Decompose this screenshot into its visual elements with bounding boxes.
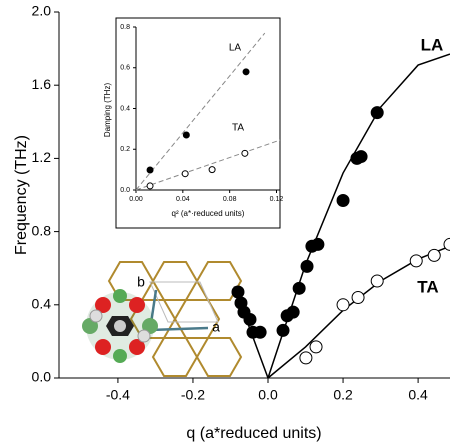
annotation: LA bbox=[229, 43, 242, 54]
data-point bbox=[208, 166, 216, 174]
data-point bbox=[427, 248, 441, 262]
y-tick-label: 0.0 bbox=[120, 187, 130, 194]
x-tick-label: 0.08 bbox=[223, 196, 237, 203]
y-tick-label: 0.8 bbox=[120, 24, 130, 31]
x-axis-label: q² (a*·reduced units) bbox=[172, 209, 245, 218]
data-point bbox=[354, 150, 368, 164]
cell-outline bbox=[149, 281, 219, 323]
data-point bbox=[242, 68, 250, 76]
y-tick-label: 1.6 bbox=[32, 76, 52, 92]
atom bbox=[137, 329, 151, 343]
data-point bbox=[286, 305, 300, 319]
atom bbox=[129, 339, 145, 355]
annotation: a bbox=[212, 319, 220, 335]
atom bbox=[114, 320, 126, 332]
atom bbox=[95, 297, 111, 313]
annotation: TA bbox=[232, 123, 244, 134]
lattice-illustration bbox=[107, 261, 243, 377]
atom bbox=[129, 297, 145, 313]
data-point bbox=[336, 298, 350, 312]
plot-area bbox=[135, 32, 281, 191]
x-tick-label: 0.4 bbox=[408, 386, 428, 402]
data-point bbox=[336, 193, 350, 207]
data-point bbox=[443, 237, 450, 251]
x-tick-label: -0.2 bbox=[181, 386, 205, 402]
data-point bbox=[253, 325, 267, 339]
atom bbox=[113, 349, 127, 363]
hexagon bbox=[151, 337, 199, 377]
data-point bbox=[231, 285, 245, 299]
y-tick-label: 2.0 bbox=[32, 3, 52, 19]
data-point bbox=[351, 290, 365, 304]
y-tick-label: 0.4 bbox=[120, 105, 130, 112]
x-tick-label: 0.0 bbox=[258, 386, 278, 402]
data-point bbox=[311, 237, 325, 251]
x-axis-label: q (a*reduced units) bbox=[186, 425, 321, 442]
y-tick-label: 1.2 bbox=[32, 149, 52, 165]
data-point bbox=[146, 182, 154, 190]
x-tick-label: -0.4 bbox=[106, 386, 130, 402]
atom bbox=[113, 289, 127, 303]
annotation: LA bbox=[421, 35, 444, 54]
data-point bbox=[300, 259, 314, 273]
data-point bbox=[370, 274, 384, 288]
molecule bbox=[82, 289, 158, 363]
annotation: TA bbox=[417, 277, 438, 296]
hexagon bbox=[151, 261, 199, 301]
data-point bbox=[146, 166, 154, 174]
fit-line bbox=[135, 32, 266, 191]
data-point bbox=[309, 340, 323, 354]
hexagon bbox=[195, 337, 243, 377]
fit-line bbox=[135, 139, 281, 191]
data-point bbox=[182, 131, 190, 139]
data-point bbox=[299, 351, 313, 365]
x-tick-label: 0.2 bbox=[333, 386, 353, 402]
x-tick-label: 0.04 bbox=[176, 196, 190, 203]
data-point bbox=[292, 281, 306, 295]
atom bbox=[95, 339, 111, 355]
data-point bbox=[276, 323, 290, 337]
annotation: b bbox=[137, 274, 145, 290]
y-tick-label: 0.4 bbox=[32, 296, 52, 312]
x-tick-label: 0.12 bbox=[270, 196, 284, 203]
y-tick-label: 0.0 bbox=[32, 369, 52, 385]
y-axis-label: Frequency (THz) bbox=[13, 135, 30, 255]
hexagon bbox=[195, 261, 243, 301]
y-axis-label: Damping (THz) bbox=[103, 83, 112, 138]
atom bbox=[89, 309, 103, 323]
vector-a bbox=[149, 326, 209, 332]
plot-area bbox=[231, 53, 450, 380]
data-point bbox=[241, 149, 249, 157]
inset-frame bbox=[115, 17, 281, 229]
data-point bbox=[370, 106, 384, 120]
data-point bbox=[181, 170, 189, 178]
y-tick-label: 0.2 bbox=[120, 146, 130, 153]
y-tick-label: 0.8 bbox=[32, 222, 52, 238]
data-point bbox=[409, 254, 423, 268]
data-point bbox=[243, 312, 257, 326]
x-tick-label: 0.00 bbox=[129, 196, 143, 203]
y-tick-label: 0.6 bbox=[120, 65, 130, 72]
